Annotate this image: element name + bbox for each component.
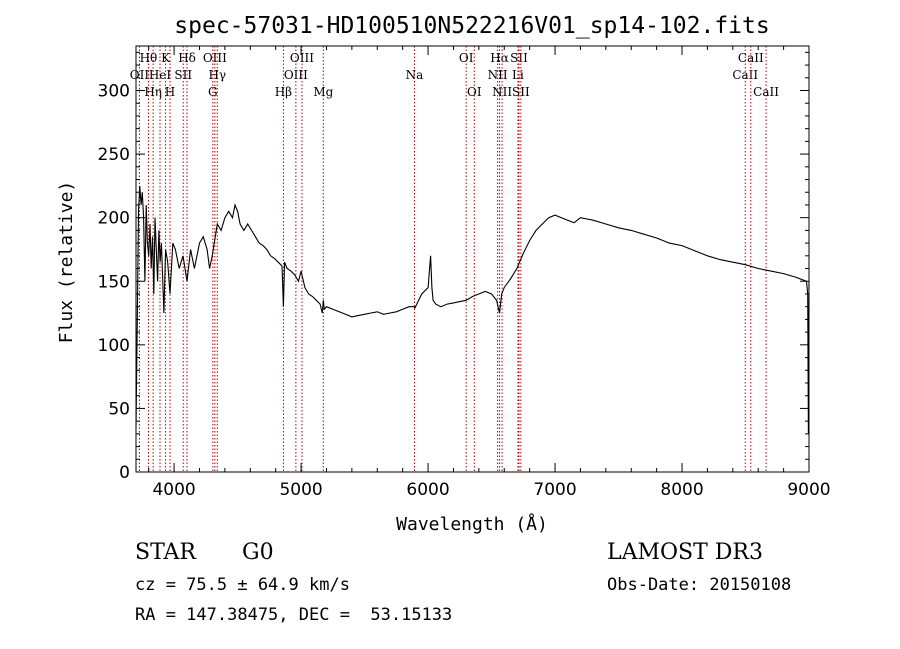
- y-tick-label: 150: [98, 272, 130, 292]
- line-marker-label: OIII: [203, 51, 227, 65]
- class-label: STAR: [135, 540, 196, 565]
- line-marker-label: NII: [488, 68, 508, 82]
- line-marker-label: SII: [510, 51, 528, 65]
- x-axis: 4000 5000 6000 7000 8000 9000: [148, 46, 831, 500]
- y-tick-label: 0: [119, 463, 130, 483]
- x-tick-label: 8000: [660, 480, 703, 500]
- line-marker-label: Hβ: [275, 85, 292, 99]
- x-axis-label: Wavelength (Å): [396, 513, 548, 535]
- line-marker-label: SII: [512, 85, 530, 99]
- y-axis-label: Flux (relative): [56, 181, 77, 344]
- line-marker-label: CaII: [753, 85, 779, 99]
- line-marker-label: CaII: [738, 51, 764, 65]
- x-tick-label: 5000: [279, 480, 322, 500]
- redshift-text: cz = 75.5 ± 64.9 km/s: [135, 575, 350, 595]
- chart-title: spec-57031-HD100510N522216V01_sp14-102.f…: [174, 13, 769, 39]
- line-marker-label: Hθ: [140, 51, 158, 65]
- line-marker-label: CaII: [732, 68, 758, 82]
- y-tick-label: 250: [98, 145, 130, 165]
- line-marker-label: OIII: [284, 68, 308, 82]
- y-tick-label: 200: [98, 209, 130, 229]
- y-tick-label: 50: [108, 399, 130, 419]
- line-marker-label: OI: [467, 85, 482, 99]
- line-marker-label: HeI: [149, 68, 172, 82]
- y-tick-label: 300: [98, 82, 130, 102]
- subclass-label: G0: [242, 540, 274, 565]
- line-marker-label: Mg: [313, 85, 333, 99]
- y-tick-label: 100: [98, 336, 130, 356]
- line-marker-label: Na: [406, 68, 424, 82]
- line-marker-label: SII: [174, 68, 192, 82]
- x-tick-label: 9000: [787, 480, 830, 500]
- x-tick-label: 6000: [406, 480, 449, 500]
- line-marker-label: OII: [130, 68, 150, 82]
- y-axis: 0 50 100 150 200 250 300: [98, 51, 809, 483]
- spectrum-line: [135, 185, 810, 434]
- x-tick-label: 4000: [152, 480, 195, 500]
- line-markers: OII Hθ Hη HeI K H SII Hδ OIII Hγ G Hβ OIII OIII Mg Na OI…: [130, 46, 779, 472]
- line-marker-label: Hη: [144, 85, 162, 99]
- plot-frame: [135, 45, 810, 473]
- coords-text: RA = 147.38475, DEC = 53.15133: [135, 605, 453, 625]
- survey-label: LAMOST DR3: [607, 540, 763, 565]
- line-marker-label: NII: [492, 85, 512, 99]
- line-marker-label: OIII: [290, 51, 314, 65]
- x-tick-label: 7000: [533, 480, 576, 500]
- line-marker-label: Li: [512, 68, 524, 82]
- line-marker-label: K: [161, 51, 171, 65]
- line-marker-label: H: [165, 85, 175, 99]
- line-marker-label: Hγ: [208, 68, 226, 82]
- obs-date-text: Obs-Date: 20150108: [607, 575, 792, 595]
- line-marker-label: OI: [459, 51, 474, 65]
- line-marker-label: G: [208, 85, 218, 99]
- line-marker-label: Hδ: [178, 51, 196, 65]
- line-marker-label: Hα: [490, 51, 509, 65]
